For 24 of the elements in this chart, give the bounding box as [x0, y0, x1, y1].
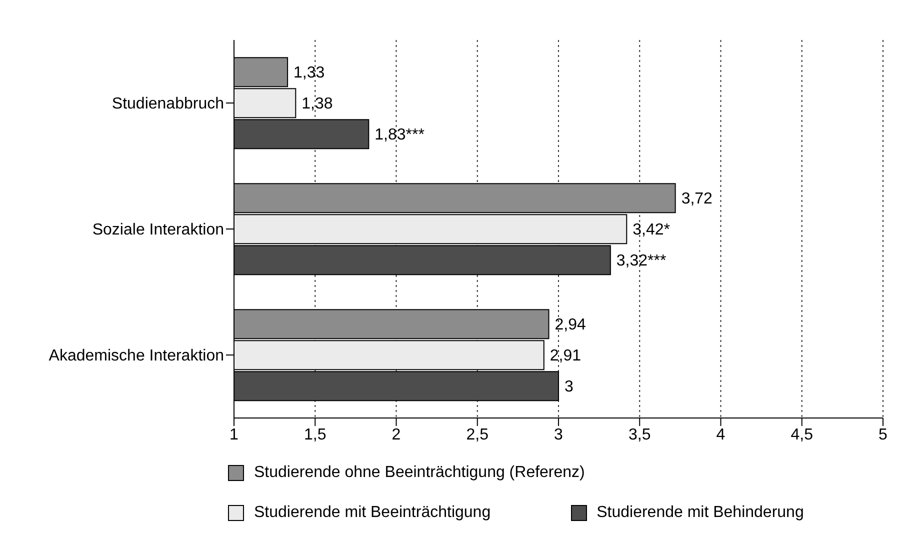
y-tick-label: Studienabbruch	[112, 96, 224, 113]
y-tick-label: Soziale Interaktion	[92, 222, 224, 239]
data-label: 3,42*	[632, 222, 670, 239]
data-label: 1,33	[294, 64, 325, 82]
x-tick-label: 2	[392, 426, 401, 444]
data-label: 1,83***	[374, 126, 424, 144]
data-label: 3,32***	[616, 252, 666, 270]
legend-label: Studierende ohne Beeinträchtigung (Referenz)	[254, 464, 585, 482]
data-label: 2,91	[550, 348, 582, 365]
x-tick-label: 3	[554, 426, 564, 444]
y-tick-label: Akademische Interaktion	[48, 348, 224, 365]
data-label: 3,72	[681, 190, 713, 208]
x-tick-label: 5	[878, 426, 888, 444]
data-label: 1,38	[302, 96, 333, 113]
x-tick-label: 3,5	[628, 426, 651, 444]
legend-label: Studierende mit Beeinträchtigung	[254, 504, 491, 522]
data-label: 3	[564, 378, 574, 396]
x-tick-label: 2,5	[466, 426, 489, 444]
x-tick-label: 4	[716, 426, 726, 444]
x-tick-label: 4,5	[790, 426, 814, 444]
x-tick-label: 1,5	[304, 426, 326, 444]
data-label: 2,94	[554, 316, 586, 334]
legend-label: Studierende mit Behinderung	[596, 504, 804, 522]
x-tick-label: 1	[230, 426, 239, 444]
